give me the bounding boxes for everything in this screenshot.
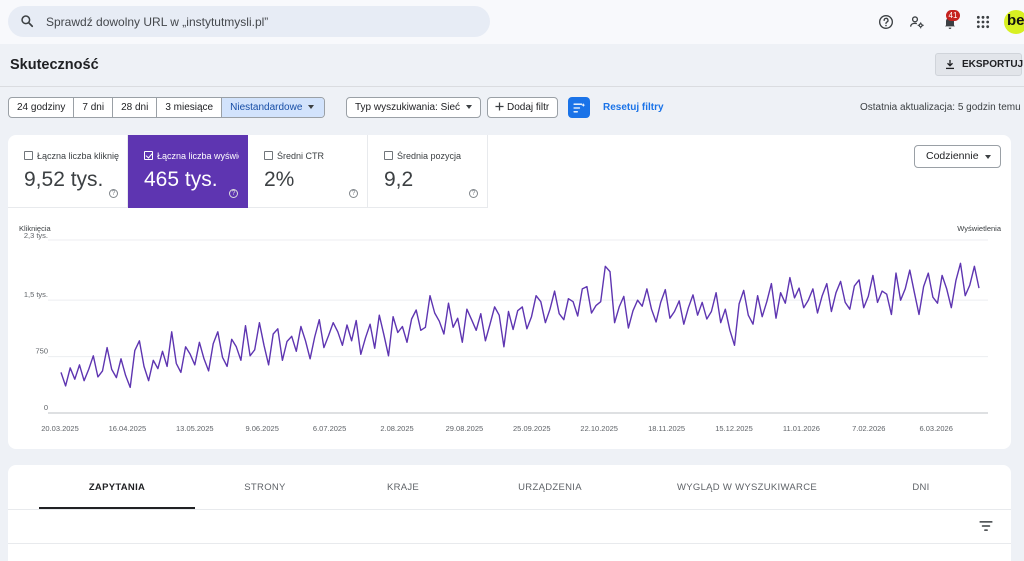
table-header-divider	[8, 543, 1011, 544]
x-tick-label: 6.03.2026	[920, 424, 953, 433]
x-tick-label: 29.08.2025	[446, 424, 484, 433]
tab-days[interactable]: DNI	[912, 482, 930, 493]
avatar[interactable]: be	[1004, 10, 1024, 34]
add-filter-label: Dodaj filtr	[507, 102, 550, 113]
metric-value: 2%	[264, 168, 295, 191]
x-tick-label: 2.08.2025	[380, 424, 413, 433]
metric-value: 9,2	[384, 168, 414, 191]
last-update-text: Ostatnia aktualizacja: 5 godzin temu	[860, 102, 1021, 113]
chart-series	[60, 262, 980, 389]
x-tick-label: 22.10.2025	[580, 424, 618, 433]
checkbox-icon	[264, 151, 273, 160]
download-icon	[946, 60, 954, 70]
tab-pages[interactable]: STRONY	[244, 482, 286, 493]
reset-filters-link[interactable]: Resetuj filtry	[603, 102, 664, 113]
tab-divider	[8, 509, 1011, 510]
impressions-series-line	[60, 262, 980, 389]
checkbox-icon	[384, 151, 393, 160]
search-icon	[21, 15, 34, 28]
metric-impressions[interactable]: Łączna liczba wyświetleń 465 tys. ?	[128, 135, 248, 208]
manage-users-icon[interactable]	[907, 12, 927, 32]
page-title: Skuteczność	[10, 57, 99, 73]
date-range-custom-label: Niestandardowe	[230, 102, 303, 113]
tab-search-appearance[interactable]: WYGLĄD W WYSZUKIWARCE	[676, 482, 817, 493]
top-bar: 41 be	[0, 0, 1024, 44]
filter-icon	[572, 102, 585, 112]
x-tick-label: 6.07.2025	[313, 424, 346, 433]
x-axis-ticks: 20.03.2025 16.04.2025 13.05.2025 9.06.2025 6…	[41, 424, 953, 433]
filter-settings-button[interactable]	[568, 97, 590, 118]
right-axis-title: Wyświetlenia	[957, 224, 1002, 233]
metric-ctr[interactable]: Średni CTR 2% ?	[248, 135, 368, 208]
metric-label: Średnia pozycja	[384, 151, 479, 161]
chevron-down-icon	[466, 105, 473, 110]
help-icon[interactable]: ?	[109, 189, 118, 198]
plus-icon	[495, 102, 504, 111]
metric-value: 465 tys.	[144, 168, 218, 191]
x-tick-label: 16.04.2025	[109, 424, 147, 433]
metric-value: 9,52 tys.	[24, 168, 104, 191]
active-tab-indicator	[39, 507, 195, 509]
metric-label: Łączna liczba kliknięć	[24, 151, 119, 161]
y-axis-ticks: 0 750 1,5 tys. 2,3 tys.	[24, 231, 48, 412]
header-divider	[0, 86, 1024, 87]
y-tick-label: 2,3 tys.	[24, 231, 48, 240]
date-range-3m[interactable]: 3 miesiące	[157, 98, 223, 117]
period-select-label: Codziennie	[926, 150, 979, 162]
checkbox-icon	[24, 151, 33, 160]
metric-clicks[interactable]: Łączna liczba kliknięć 9,52 tys. ?	[8, 135, 128, 208]
export-button[interactable]: EKSPORTUJ	[935, 53, 1024, 76]
performance-card: Łączna liczba kliknięć 9,52 tys. ? Łączn…	[8, 135, 1011, 449]
chevron-down-icon	[985, 155, 991, 159]
help-icon[interactable]	[876, 12, 896, 32]
x-tick-label: 13.05.2025	[176, 424, 214, 433]
help-icon[interactable]: ?	[469, 189, 478, 198]
x-tick-label: 9.06.2025	[246, 424, 279, 433]
metric-label: Łączna liczba wyświetleń	[144, 151, 239, 161]
x-tick-label: 20.03.2025	[41, 424, 79, 433]
impressions-chart: 0 750 1,5 tys. 2,3 tys. 20.03.2025 16.04.202…	[19, 224, 1002, 433]
help-icon[interactable]: ?	[229, 189, 238, 198]
x-tick-label: 25.09.2025	[513, 424, 551, 433]
add-filter-button[interactable]: Dodaj filtr	[487, 97, 559, 118]
x-tick-label: 7.02.2026	[852, 424, 885, 433]
tab-countries[interactable]: KRAJE	[386, 482, 420, 493]
date-range-24h[interactable]: 24 godziny	[9, 98, 75, 117]
checkbox-checked-icon	[144, 151, 153, 160]
tab-devices[interactable]: URZĄDZENIA	[518, 482, 582, 493]
notification-badge: 41	[946, 10, 960, 21]
tab-queries[interactable]: ZAPYTANIA	[88, 482, 146, 493]
y-tick-label: 0	[44, 403, 48, 412]
export-label: EKSPORTUJ	[962, 59, 1024, 70]
metric-label: Średni CTR	[264, 151, 359, 161]
date-range-selector: 24 godziny 7 dni 28 dni 3 miesiące Niest…	[8, 97, 326, 118]
search-type-label: Typ wyszukiwania: Sieć	[355, 102, 461, 113]
left-axis-title: Kliknięcia	[19, 224, 52, 233]
x-tick-label: 15.12.2025	[715, 424, 753, 433]
date-range-28d[interactable]: 28 dni	[113, 98, 158, 117]
apps-grid-icon[interactable]	[973, 12, 993, 32]
chevron-down-icon	[308, 105, 315, 110]
chart-grid	[48, 239, 988, 414]
search-type-filter[interactable]: Typ wyszukiwania: Sieć	[346, 97, 482, 118]
period-select[interactable]: Codziennie	[914, 145, 1001, 168]
metric-position[interactable]: Średnia pozycja 9,2 ?	[368, 135, 488, 208]
filter-rows-icon[interactable]	[979, 520, 993, 532]
y-tick-label: 750	[35, 347, 48, 356]
help-icon[interactable]: ?	[349, 189, 358, 198]
x-tick-label: 11.01.2026	[783, 424, 820, 433]
search-input[interactable]	[46, 13, 466, 30]
x-tick-label: 18.11.2025	[648, 424, 685, 433]
date-range-7d[interactable]: 7 dni	[74, 98, 114, 117]
dimension-tabs-card: ZAPYTANIA STRONY KRAJE URZĄDZENIA WYGLĄD…	[8, 465, 1011, 561]
date-range-custom[interactable]: Niestandardowe	[222, 98, 325, 117]
y-tick-label: 1,5 tys.	[24, 290, 48, 299]
search-bar[interactable]	[8, 6, 490, 37]
